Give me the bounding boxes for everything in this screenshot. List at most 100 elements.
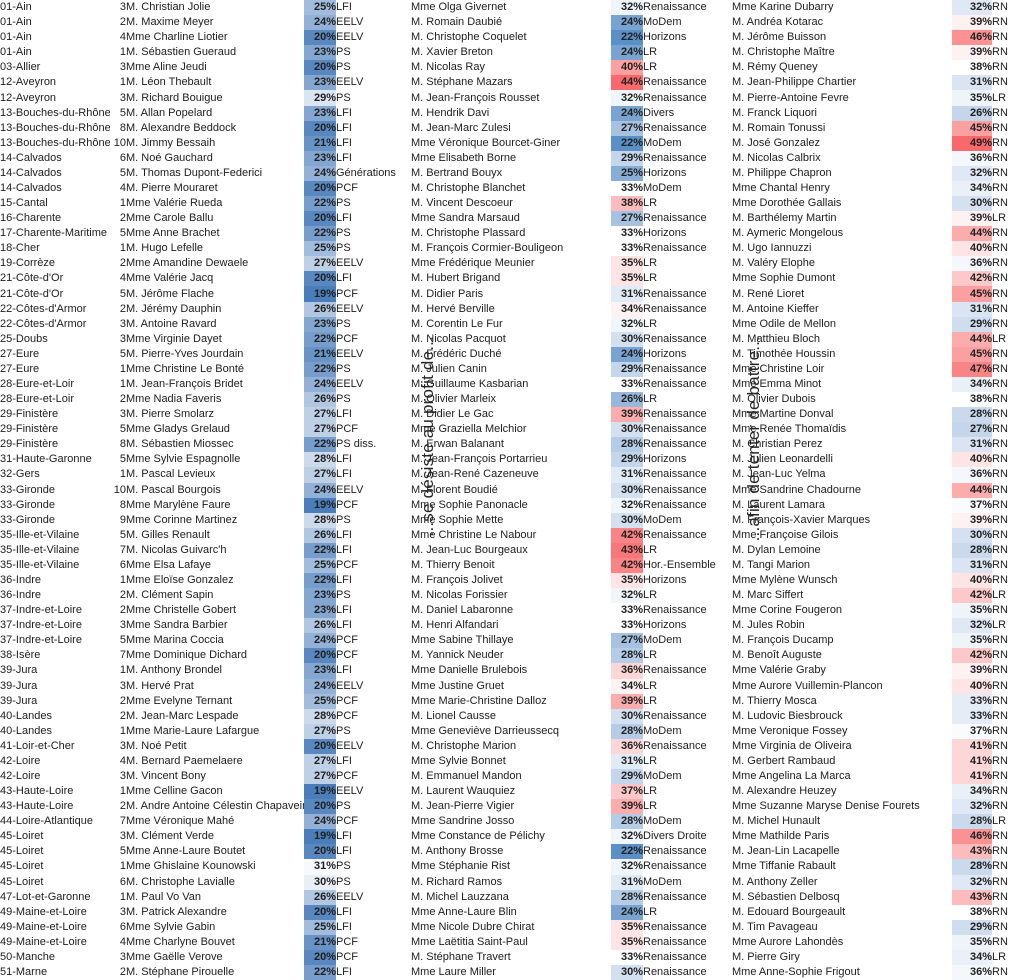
cell-withdrawing-name[interactable]: Mme Carole Ballu <box>126 212 214 225</box>
cell-opponent-name[interactable]: Mme Odile de Mellon <box>732 317 836 330</box>
cell-withdrawing-name[interactable]: M. Thomas Dupont-Federici <box>126 166 263 179</box>
cell-circonscription[interactable]: 1 <box>119 377 126 390</box>
cell-withdrawing-party[interactable]: Générations <box>336 166 396 179</box>
cell-circonscription[interactable]: 8 <box>119 498 126 511</box>
cell-beneficiary-party[interactable]: Renaissance <box>643 423 707 436</box>
cell-withdrawing-party[interactable]: PS <box>336 46 351 59</box>
cell-beneficiary-name[interactable]: M. Lionel Causse <box>411 709 496 722</box>
cell-opponent-pct[interactable]: 39% <box>952 512 992 528</box>
table-row[interactable]: 28-Eure-et-Loir 1 M. Jean-François Bridet 2… <box>0 376 1024 393</box>
cell-withdrawing-name[interactable]: Mme Gaëlle Verove <box>126 950 223 963</box>
cell-opponent-party[interactable]: RN <box>992 227 1008 240</box>
cell-withdrawing-pct[interactable]: 24% <box>304 165 336 181</box>
cell-beneficiary-pct[interactable]: 33% <box>611 226 643 242</box>
cell-beneficiary-party[interactable]: Renaissance <box>643 966 707 979</box>
table-row[interactable]: 33-Gironde 8 Mme Marylène Faure 19% PCF Mme S… <box>0 497 1024 513</box>
table-row[interactable]: 39-Jura 1 M. Anthony Brondel 23% LFI Mme Dani… <box>0 663 1024 679</box>
cell-withdrawing-pct[interactable]: 22% <box>304 226 336 242</box>
table-row[interactable]: 22-Côtes-d'Armor 2 M. Jérémy Dauphin 26% EEL… <box>0 301 1024 317</box>
cell-beneficiary-pct[interactable]: 37% <box>611 784 643 800</box>
cell-circonscription[interactable]: 10 <box>113 483 126 496</box>
cell-opponent-pct[interactable]: 36% <box>952 150 992 166</box>
cell-beneficiary-party[interactable]: LR <box>643 543 658 556</box>
cell-withdrawing-party[interactable]: PCF <box>336 709 358 722</box>
cell-opponent-name[interactable]: Mme Mathilde Paris <box>732 830 830 843</box>
cell-opponent-name[interactable]: Mme Chantal Henry <box>732 181 830 194</box>
cell-departement[interactable]: 28-Eure-et-Loir <box>0 377 74 390</box>
cell-withdrawing-party[interactable]: EELV <box>336 483 364 496</box>
cell-circonscription[interactable]: 1 <box>119 362 126 375</box>
cell-departement[interactable]: 51-Marne <box>0 966 48 979</box>
cell-beneficiary-pct[interactable]: 31% <box>611 467 643 483</box>
cell-withdrawing-party[interactable]: LFI <box>336 830 352 843</box>
cell-opponent-pct[interactable]: 29% <box>952 316 992 332</box>
cell-departement[interactable]: 49-Maine-et-Loire <box>0 935 87 948</box>
cell-withdrawing-name[interactable]: M. Andre Antoine Célestin Chapaveire <box>126 800 304 813</box>
cell-beneficiary-pct[interactable]: 33% <box>611 949 643 965</box>
table-row[interactable]: 29-Finistère 8 M. Sébastien Miossec 22% PS d… <box>0 437 1024 453</box>
cell-opponent-party[interactable]: RN <box>992 890 1008 903</box>
cell-opponent-party[interactable]: RN <box>992 664 1008 677</box>
cell-circonscription[interactable]: 10 <box>113 136 126 149</box>
cell-beneficiary-name[interactable]: M. Emmanuel Mandon <box>411 770 522 783</box>
cell-beneficiary-pct[interactable]: 33% <box>611 180 643 197</box>
cell-withdrawing-name[interactable]: Mme Marina Coccia <box>126 634 224 647</box>
cell-opponent-party[interactable]: RN <box>992 574 1008 586</box>
cell-opponent-party[interactable]: RN <box>992 724 1008 737</box>
cell-circonscription[interactable]: 4 <box>119 31 126 44</box>
cell-withdrawing-name[interactable]: M. Anthony Brondel <box>126 664 223 677</box>
cell-opponent-party[interactable]: RN <box>992 61 1008 74</box>
table-row[interactable]: 39-Jura 2 Mme Evelyne Ternant 25% PCF Mme Mar… <box>0 693 1024 709</box>
cell-withdrawing-name[interactable]: M. Patrick Alexandre <box>126 905 227 918</box>
cell-circonscription[interactable]: 5 <box>119 347 126 360</box>
cell-opponent-name[interactable]: Mme Corine Fougeron <box>732 604 843 617</box>
cell-beneficiary-name[interactable]: M. Jean-Pierre Vigier <box>411 800 515 813</box>
cell-circonscription[interactable]: 3 <box>119 408 126 421</box>
cell-withdrawing-pct[interactable]: 23% <box>304 45 336 61</box>
cell-circonscription[interactable]: 1 <box>119 785 126 798</box>
cell-beneficiary-pct[interactable]: 39% <box>611 693 643 709</box>
cell-withdrawing-pct[interactable]: 27% <box>304 407 336 423</box>
cell-departement[interactable]: 29-Finistère <box>0 423 59 436</box>
cell-opponent-name[interactable]: M. Jules Robin <box>732 619 805 632</box>
cell-departement[interactable]: 33-Gironde <box>0 498 56 511</box>
cell-withdrawing-party[interactable]: EELV <box>336 679 364 692</box>
cell-beneficiary-name[interactable]: Mme Graziella Melchior <box>411 423 527 436</box>
cell-circonscription[interactable]: 6 <box>119 151 126 164</box>
table-row[interactable]: 28-Eure-et-Loir 2 Mme Nadia Faveris 26% PS M.… <box>0 392 1024 408</box>
cell-withdrawing-name[interactable]: M. Noé Petit <box>126 739 187 752</box>
cell-departement[interactable]: 40-Landes <box>0 724 52 737</box>
cell-opponent-pct[interactable]: 46% <box>952 30 992 46</box>
cell-withdrawing-party[interactable]: EELV <box>336 377 364 390</box>
cell-opponent-name[interactable]: Mme Sophie Dumont <box>732 272 836 285</box>
cell-opponent-name[interactable]: M. Jérôme Buisson <box>732 31 827 44</box>
cell-beneficiary-party[interactable]: Hor.-Ensemble <box>643 558 716 571</box>
cell-withdrawing-party[interactable]: PCF <box>336 287 358 300</box>
cell-beneficiary-pct[interactable]: 29% <box>611 361 643 377</box>
cell-withdrawing-party[interactable]: PS <box>336 197 351 210</box>
cell-withdrawing-party[interactable]: LFI <box>336 966 352 979</box>
cell-circonscription[interactable]: 8 <box>119 438 126 451</box>
cell-beneficiary-party[interactable]: Renaissance <box>643 935 707 948</box>
cell-beneficiary-party[interactable]: Renaissance <box>643 242 707 255</box>
cell-opponent-name[interactable]: Mme Dorothée Gallais <box>732 197 842 210</box>
cell-beneficiary-pct[interactable]: 28% <box>611 723 643 739</box>
cell-withdrawing-party[interactable]: LFI <box>336 619 352 632</box>
cell-withdrawing-party[interactable]: EELV <box>336 302 364 315</box>
cell-withdrawing-pct[interactable]: 27% <box>304 467 336 483</box>
table-row[interactable]: 43-Haute-Loire 1 Mme Celline Gacon 19% EELV M… <box>0 784 1024 800</box>
cell-opponent-pct[interactable]: 36% <box>952 467 992 483</box>
cell-withdrawing-party[interactable]: PCF <box>336 694 358 707</box>
cell-opponent-pct[interactable]: 34% <box>952 949 992 965</box>
cell-circonscription[interactable]: 2 <box>119 257 126 270</box>
cell-withdrawing-pct[interactable]: 23% <box>304 105 336 121</box>
cell-withdrawing-pct[interactable]: 22% <box>304 437 336 453</box>
cell-opponent-party[interactable]: RN <box>992 754 1008 767</box>
cell-circonscription[interactable]: 3 <box>119 950 126 963</box>
cell-beneficiary-name[interactable]: M. Hubert Brigand <box>411 272 501 285</box>
cell-circonscription[interactable]: 9 <box>119 513 126 526</box>
cell-withdrawing-pct[interactable]: 20% <box>304 648 336 664</box>
cell-departement[interactable]: 15-Cantal <box>0 197 48 210</box>
